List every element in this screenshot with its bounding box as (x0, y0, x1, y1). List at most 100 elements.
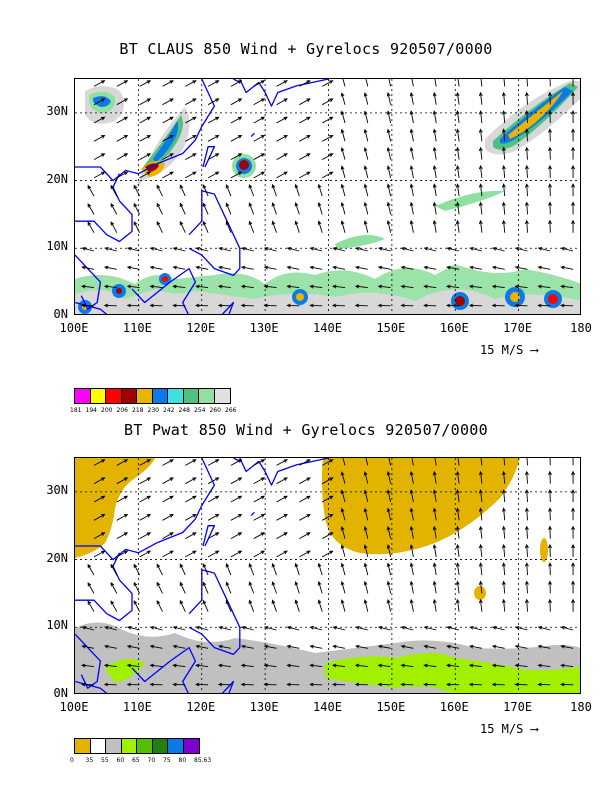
wind-vector (263, 303, 277, 308)
wind-vector (126, 663, 140, 668)
colorbar-value: 85.63 (194, 757, 212, 764)
wind-vector (446, 682, 460, 687)
wind-vector (354, 303, 368, 308)
wind-vector (253, 98, 266, 106)
wind-vector (195, 663, 209, 668)
wind-vector (409, 110, 414, 124)
wind-vector (139, 134, 152, 142)
wind-vector (501, 525, 506, 539)
coastline (250, 132, 255, 138)
wind-vector (126, 265, 140, 270)
wind-vector (524, 164, 529, 178)
y-tick-label: 30N (46, 103, 68, 118)
wind-vector (139, 550, 152, 558)
wind-vector (537, 625, 551, 631)
wind-vector (116, 98, 129, 106)
colorbar-value: 266 (225, 407, 237, 414)
wind-vector (253, 80, 266, 87)
wind-vector (491, 644, 505, 649)
wind-vector (253, 153, 266, 160)
wind-vector (93, 171, 106, 179)
wind-vector (423, 663, 437, 668)
wind-vector (409, 165, 414, 178)
wind-vector (202, 599, 209, 612)
wind-vector (185, 80, 197, 87)
wind-vector (207, 134, 220, 142)
wind-vector (207, 459, 220, 466)
colorbar-swatch (75, 739, 91, 753)
wind-vector (81, 663, 95, 668)
wind-vector (400, 284, 414, 289)
wind-vector (524, 219, 529, 233)
wind-vector (116, 80, 129, 87)
wind-vector (309, 625, 323, 631)
wind-vector (423, 625, 437, 631)
wind-vector (400, 265, 414, 270)
top-map-title: BT CLAUS 850 Wind + Gyrelocs 920507/0000 (119, 40, 493, 58)
wind-vector (340, 220, 346, 233)
coastline (188, 190, 241, 277)
wind-vector (446, 625, 460, 631)
wind-vector (400, 246, 414, 252)
wind-vector (253, 532, 266, 539)
wind-vector (332, 625, 346, 631)
wind-vector (491, 625, 505, 631)
wind-vector (548, 219, 552, 233)
wind-vector (93, 80, 106, 87)
wind-vector (93, 134, 106, 142)
wind-vector (524, 128, 529, 142)
wind-vector (363, 183, 369, 197)
wind-vector (139, 153, 152, 160)
wind-vector (432, 128, 437, 142)
colorbar-swatch (75, 389, 91, 403)
wind-vector (185, 495, 197, 503)
wind-vector (363, 580, 369, 594)
wind-vector (299, 495, 311, 503)
wind-vector (365, 458, 369, 466)
wind-vector (103, 644, 117, 649)
bottom-map-colorbar (74, 738, 200, 754)
colorbar-value: 248 (178, 407, 190, 414)
wind-vector (455, 525, 460, 539)
wind-vector (218, 246, 232, 252)
colorbar-value: 65 (132, 757, 140, 764)
wind-vector (126, 682, 140, 687)
wind-vector (139, 98, 152, 106)
wind-vector (240, 663, 254, 668)
x-tick-label: 180 (570, 321, 592, 335)
wind-vector (409, 489, 414, 503)
wind-vector (432, 525, 437, 539)
wind-vector (263, 246, 277, 252)
wind-vector (309, 265, 323, 270)
colorbar-swatch (106, 739, 122, 753)
wind-vector (503, 458, 506, 466)
bottom-scale-arrow-icon: ⟶ (530, 722, 538, 736)
wind-vector (571, 580, 576, 594)
wind-vector (524, 580, 529, 594)
wind-vector (93, 98, 106, 106)
wind-vector (321, 459, 334, 466)
wind-vector (491, 303, 505, 308)
wind-vector (317, 183, 323, 197)
wind-vector (478, 201, 483, 215)
wind-vector (179, 184, 186, 197)
wind-vector (271, 220, 277, 233)
wind-vector (571, 146, 575, 160)
wind-vector (469, 625, 483, 631)
wind-vector (253, 550, 266, 558)
wind-vector (126, 284, 140, 289)
wind-vector (253, 171, 266, 179)
wind-vector (340, 165, 346, 179)
wind-vector (126, 644, 140, 649)
wind-vector (478, 489, 483, 503)
x-tick-label: 180 (570, 700, 592, 714)
wind-vector (116, 513, 129, 521)
wind-vector (317, 562, 323, 576)
wind-vector (276, 116, 288, 124)
wind-vector (468, 663, 482, 668)
wind-vector (286, 682, 300, 687)
wind-vector (501, 201, 506, 215)
wind-vector (195, 682, 209, 687)
wind-vector (263, 284, 277, 289)
wind-vector (400, 644, 414, 649)
